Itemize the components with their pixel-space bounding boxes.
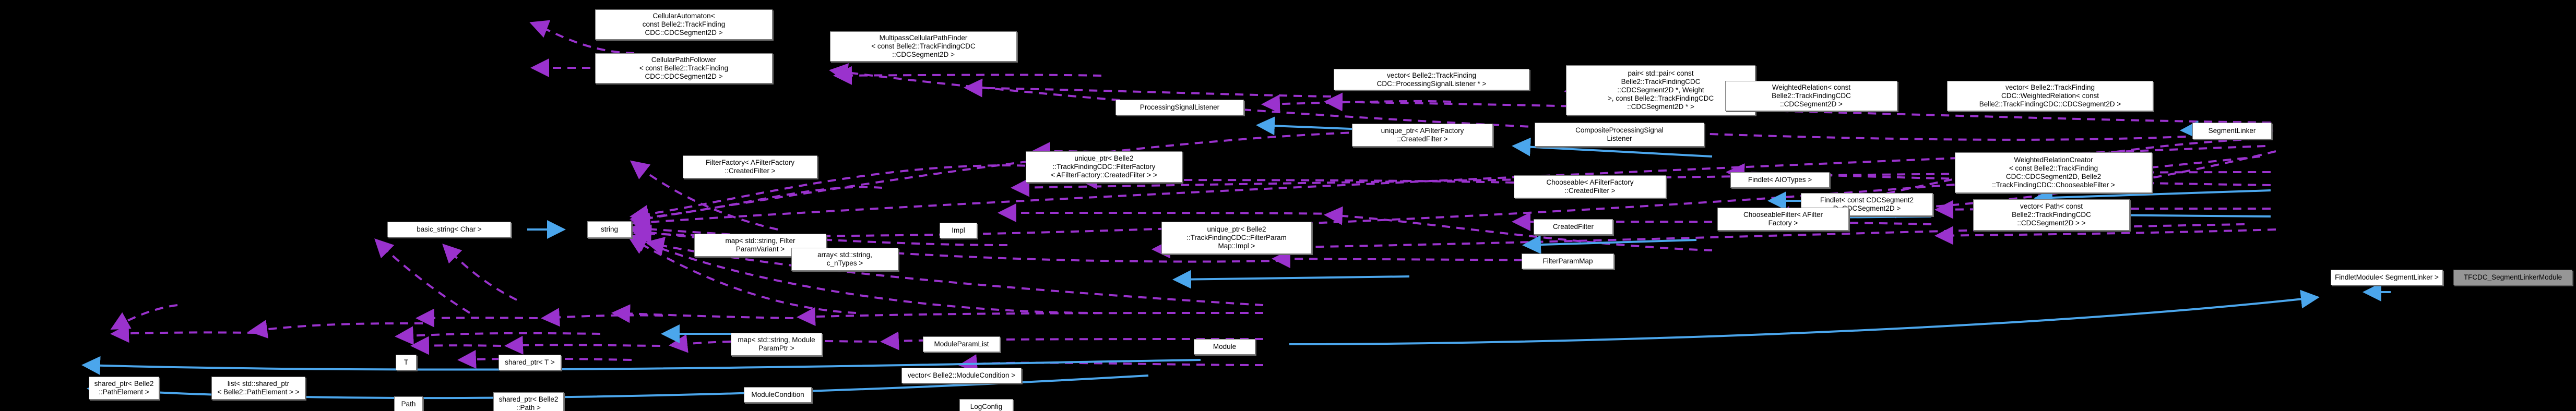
node-vector-path-segment2d[interactable]: vector< Path< const Belle2::TrackFinding… xyxy=(1973,199,2130,231)
node-basic-string-char[interactable]: basic_string< Char > xyxy=(387,222,511,237)
node-created-filter[interactable]: CreatedFilter xyxy=(1534,219,1613,235)
node-tfcdc-segment-linker-module[interactable]: TFCDC_SegmentLinkerModule xyxy=(2453,270,2572,285)
node-t[interactable]: T xyxy=(396,355,417,370)
node-composite-processing-signal-listener[interactable]: CompositeProcessingSignal Listener xyxy=(1535,123,1704,147)
node-cellular-automaton[interactable]: CellularAutomaton< const Belle2::TrackFi… xyxy=(595,9,773,40)
node-list-shared-ptr-path-element[interactable]: list< std::shared_ptr < Belle2::PathElem… xyxy=(211,377,305,400)
node-findlet-aiotypes[interactable]: Findlet< AIOTypes > xyxy=(1730,172,1830,188)
node-shared-ptr-path[interactable]: shared_ptr< Belle2 ::Path > xyxy=(493,392,564,411)
node-vector-module-condition[interactable]: vector< Belle2::ModuleCondition > xyxy=(901,368,1022,383)
node-weighted-relation-segment2d[interactable]: WeightedRelation< const Belle2::TrackFin… xyxy=(1725,81,1897,111)
node-map-string-module-param-ptr[interactable]: map< std::string, Module ParamPtr > xyxy=(731,333,822,356)
node-shared-ptr-path-element[interactable]: shared_ptr< Belle2 ::PathElement > xyxy=(89,377,159,400)
node-chooseable-filter-afilterfactory[interactable]: ChooseableFilter< AFilter Factory > xyxy=(1717,208,1849,231)
node-unique-ptr-filter-param-map-impl[interactable]: unique_ptr< Belle2 ::TrackFindingCDC::Fi… xyxy=(1161,222,1312,254)
node-cellular-path-follower[interactable]: CellularPathFollower < const Belle2::Tra… xyxy=(595,53,773,83)
node-chooseable-afilterfactory[interactable]: Chooseable< AFilterFactory ::CreatedFilt… xyxy=(1514,175,1666,198)
node-filter-factory-created-filter[interactable]: FilterFactory< AFilterFactory ::CreatedF… xyxy=(683,155,817,178)
node-weighted-relation-creator[interactable]: WeightedRelationCreator < const Belle2::… xyxy=(1955,152,2152,193)
node-impl[interactable]: Impl xyxy=(940,223,977,238)
node-array-string-ntypes[interactable]: array< std::string, c_nTypes > xyxy=(791,248,898,271)
node-multipass-cellular-path-finder[interactable]: MultipassCellularPathFinder < const Bell… xyxy=(830,31,1017,62)
node-pair-pair-weight[interactable]: pair< std::pair< const Belle2::TrackFind… xyxy=(1566,65,1755,115)
node-module-param-list[interactable]: ModuleParamList xyxy=(923,336,1000,352)
node-processing-signal-listener[interactable]: ProcessingSignalListener xyxy=(1115,100,1244,115)
node-unique-ptr-afilterfactory[interactable]: unique_ptr< AFilterFactory ::CreatedFilt… xyxy=(1352,124,1493,147)
node-unique-ptr-filter-factory[interactable]: unique_ptr< Belle2 ::TrackFindingCDC::Fi… xyxy=(1026,151,1182,183)
node-filter-param-map[interactable]: FilterParamMap xyxy=(1522,253,1614,269)
node-segment-linker[interactable]: SegmentLinker xyxy=(2192,123,2272,139)
node-path[interactable]: Path xyxy=(394,396,423,411)
node-module-condition[interactable]: ModuleCondition xyxy=(744,387,812,403)
node-vector-processing-signal-listener[interactable]: vector< Belle2::TrackFinding CDC::Proces… xyxy=(1334,69,1529,90)
node-string[interactable]: string xyxy=(587,221,632,238)
node-vector-weighted-relation[interactable]: vector< Belle2::TrackFinding CDC::Weight… xyxy=(1947,81,2153,111)
node-shared-ptr-t[interactable]: shared_ptr< T > xyxy=(498,355,561,370)
node-findlet-module-segment-linker[interactable]: FindletModule< SegmentLinker > xyxy=(2331,270,2443,285)
node-log-config[interactable]: LogConfig xyxy=(959,399,1013,411)
node-module[interactable]: Module xyxy=(1194,339,1255,355)
